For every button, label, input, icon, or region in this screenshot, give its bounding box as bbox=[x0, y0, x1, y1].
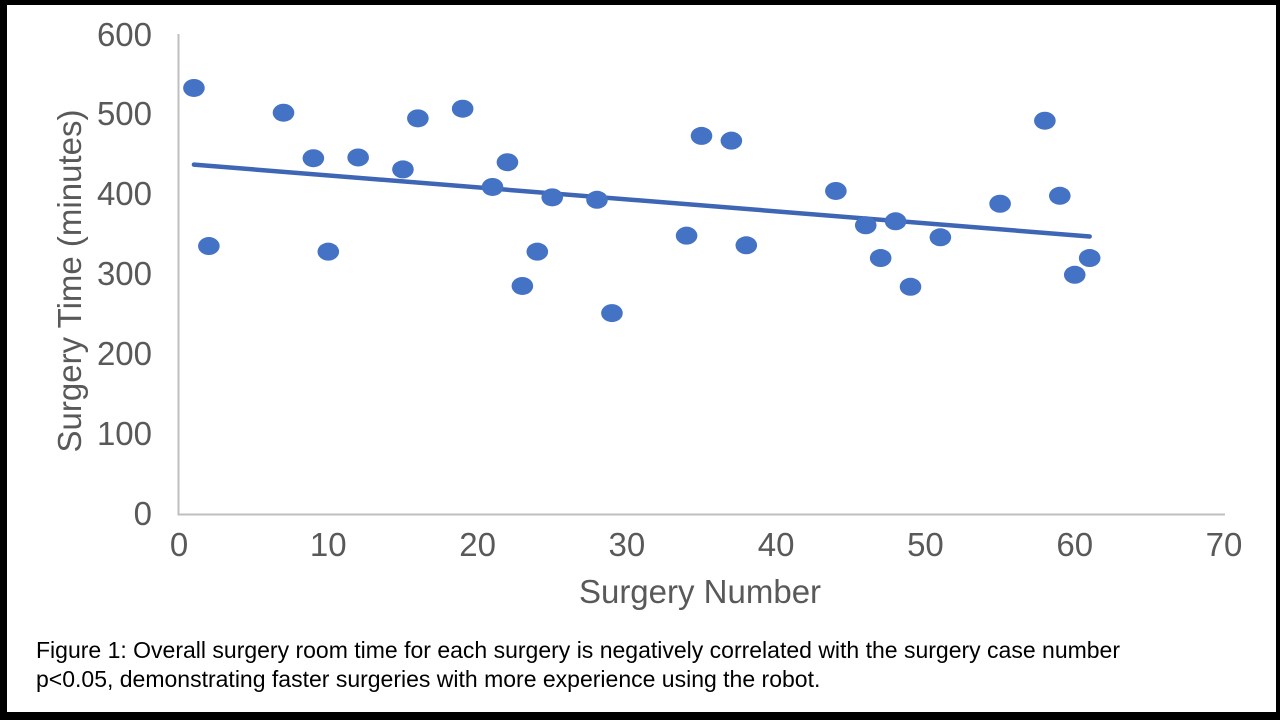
data-point bbox=[511, 276, 534, 295]
y-tick-label: 600 bbox=[96, 15, 152, 53]
data-point bbox=[451, 99, 474, 118]
caption-line-1: Figure 1: Overall surgery room time for … bbox=[36, 637, 1121, 663]
data-point bbox=[675, 226, 698, 245]
x-tick-label: 30 bbox=[608, 526, 646, 563]
x-tick-label: 70 bbox=[1205, 526, 1243, 563]
data-point bbox=[899, 277, 922, 296]
data-point bbox=[989, 194, 1011, 213]
y-tick-label: 100 bbox=[96, 414, 152, 452]
data-point bbox=[541, 188, 564, 207]
data-point bbox=[1063, 265, 1086, 284]
data-point bbox=[481, 177, 504, 196]
y-tick-label: 300 bbox=[96, 255, 152, 292]
data-point bbox=[720, 131, 743, 150]
trend-line bbox=[191, 162, 1092, 239]
x-axis-title: Surgery Number bbox=[578, 573, 822, 610]
data-point bbox=[1078, 249, 1101, 268]
data-point bbox=[347, 148, 369, 167]
y-tick-label: 0 bbox=[133, 494, 152, 532]
data-point bbox=[1049, 186, 1071, 205]
data-point bbox=[869, 249, 892, 268]
data-point bbox=[526, 242, 549, 261]
data-point bbox=[1034, 111, 1056, 130]
x-tick-label: 10 bbox=[309, 526, 347, 563]
data-point bbox=[302, 149, 325, 168]
y-tick-label: 400 bbox=[96, 175, 152, 213]
figure-caption: Figure 1: Overall surgery room time for … bbox=[36, 636, 1246, 694]
data-point bbox=[317, 242, 340, 261]
data-point bbox=[496, 153, 519, 172]
data-point bbox=[690, 126, 713, 145]
data-point bbox=[272, 103, 295, 122]
x-tick-label: 40 bbox=[757, 526, 795, 563]
caption-line-2: p<0.05, demonstrating faster surgeries w… bbox=[36, 666, 821, 692]
x-tick-label: 0 bbox=[169, 526, 189, 563]
data-point bbox=[198, 237, 220, 256]
data-point bbox=[407, 109, 429, 128]
y-tick-label: 500 bbox=[96, 95, 152, 133]
data-point bbox=[586, 190, 608, 209]
data-point bbox=[183, 78, 205, 97]
y-axis-title: Surgery Time (minutes) bbox=[51, 109, 88, 453]
x-tick-label: 20 bbox=[459, 526, 496, 563]
chart-area bbox=[7, 5, 1276, 712]
data-point bbox=[735, 236, 758, 255]
y-tick-label: 200 bbox=[96, 334, 152, 372]
x-tick-label: 50 bbox=[907, 526, 944, 563]
data-point bbox=[601, 304, 623, 323]
data-point bbox=[825, 181, 847, 200]
data-point bbox=[884, 212, 907, 231]
data-point bbox=[392, 160, 414, 179]
data-point bbox=[854, 216, 877, 235]
x-tick-label: 60 bbox=[1056, 526, 1094, 563]
data-point bbox=[929, 228, 952, 247]
